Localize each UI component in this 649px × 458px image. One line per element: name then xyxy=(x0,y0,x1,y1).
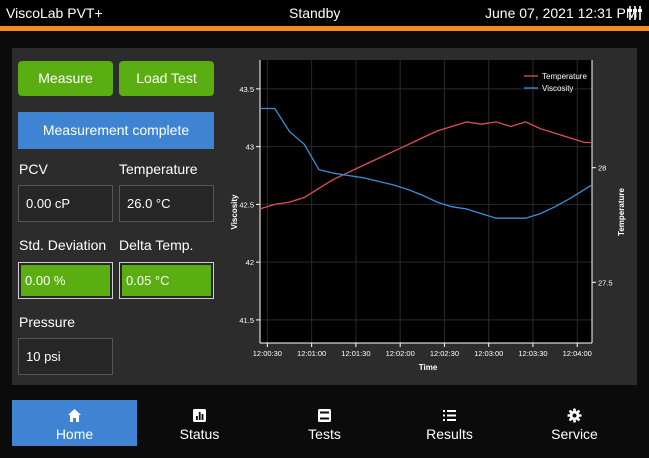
accent-divider xyxy=(0,26,649,31)
std-deviation-value: 0.00 % xyxy=(21,265,110,296)
machine-status: Standby xyxy=(289,5,341,21)
x-tick-label: 12:01:00 xyxy=(297,349,326,358)
pcv-value: 0.00 cP xyxy=(18,185,113,222)
x-tick-label: 12:03:30 xyxy=(518,349,547,358)
bottom-nav: Home Status Tests Results Service xyxy=(0,395,649,458)
x-tick-label: 12:01:30 xyxy=(341,349,370,358)
y-axis-title: Viscosity xyxy=(230,194,239,230)
y2-tick-label: 28 xyxy=(598,164,606,173)
nav-status[interactable]: Status xyxy=(137,400,262,446)
nav-service[interactable]: Service xyxy=(512,400,637,446)
gear-icon xyxy=(567,408,582,423)
nav-home[interactable]: Home xyxy=(12,400,137,446)
pressure-value: 10 psi xyxy=(18,338,113,375)
x-tick-label: 12:00:30 xyxy=(253,349,282,358)
y2-axis-title: Temperature xyxy=(617,188,626,236)
std-deviation-label: Std. Deviation xyxy=(19,237,107,253)
legend-temperature-label: Temperature xyxy=(542,72,587,81)
x-axis-title: Time xyxy=(419,363,438,372)
temperature-series-line xyxy=(259,121,592,210)
viscosity-series-line xyxy=(260,107,593,219)
y-tick-label: 43 xyxy=(246,143,254,152)
nav-tests-label: Tests xyxy=(308,426,341,442)
measure-button[interactable]: Measure xyxy=(18,61,113,96)
pcv-label: PCV xyxy=(19,161,48,177)
x-tick-label: 12:02:30 xyxy=(430,349,459,358)
nav-service-label: Service xyxy=(551,426,598,442)
x-tick-label: 12:04:00 xyxy=(563,349,592,358)
y-tick-label: 43.5 xyxy=(239,85,254,94)
top-bar: ViscoLab PVT+ Standby June 07, 2021 12:3… xyxy=(0,0,649,26)
home-icon xyxy=(68,409,81,422)
plot-area xyxy=(260,60,592,343)
x-tick-label: 12:03:00 xyxy=(474,349,503,358)
settings-sliders-icon[interactable] xyxy=(627,6,643,20)
legend-viscosity-label: Viscosity xyxy=(542,84,573,93)
tests-list-icon xyxy=(318,409,331,422)
nav-results[interactable]: Results xyxy=(387,400,512,446)
bar-chart-icon xyxy=(193,409,206,422)
std-deviation-box: 0.00 % xyxy=(18,262,113,299)
axes: 12:00:30 12:01:00 12:01:30 12:02:00 12:02:30… xyxy=(239,60,613,358)
x-tick-label: 12:02:00 xyxy=(386,349,415,358)
load-test-button[interactable]: Load Test xyxy=(119,61,214,96)
chart-legend: Temperature Viscosity xyxy=(524,72,587,93)
temperature-label: Temperature xyxy=(119,161,198,177)
delta-temp-value: 0.05 °C xyxy=(122,265,211,296)
viscosity-temperature-chart: 12:00:30 12:01:00 12:01:30 12:02:00 12:02:30… xyxy=(230,60,626,372)
y-tick-label: 41.5 xyxy=(239,316,254,325)
y-tick-label: 42.5 xyxy=(239,200,254,209)
app-title: ViscoLab PVT+ xyxy=(6,5,103,21)
date-time: June 07, 2021 12:31 PM xyxy=(485,5,638,21)
nav-tests[interactable]: Tests xyxy=(262,400,387,446)
temperature-value: 26.0 °C xyxy=(119,185,214,222)
delta-temp-label: Delta Temp. xyxy=(119,237,194,253)
grid xyxy=(260,60,592,343)
y-tick-label: 42 xyxy=(246,258,254,267)
nav-results-label: Results xyxy=(426,426,473,442)
y2-tick-label: 27.5 xyxy=(598,278,613,287)
measurement-status-banner: Measurement complete xyxy=(18,112,214,149)
results-list-icon xyxy=(443,410,456,421)
nav-home-label: Home xyxy=(55,426,94,442)
nav-status-label: Status xyxy=(179,426,220,442)
delta-temp-box: 0.05 °C xyxy=(119,262,214,299)
pressure-label: Pressure xyxy=(19,314,76,330)
